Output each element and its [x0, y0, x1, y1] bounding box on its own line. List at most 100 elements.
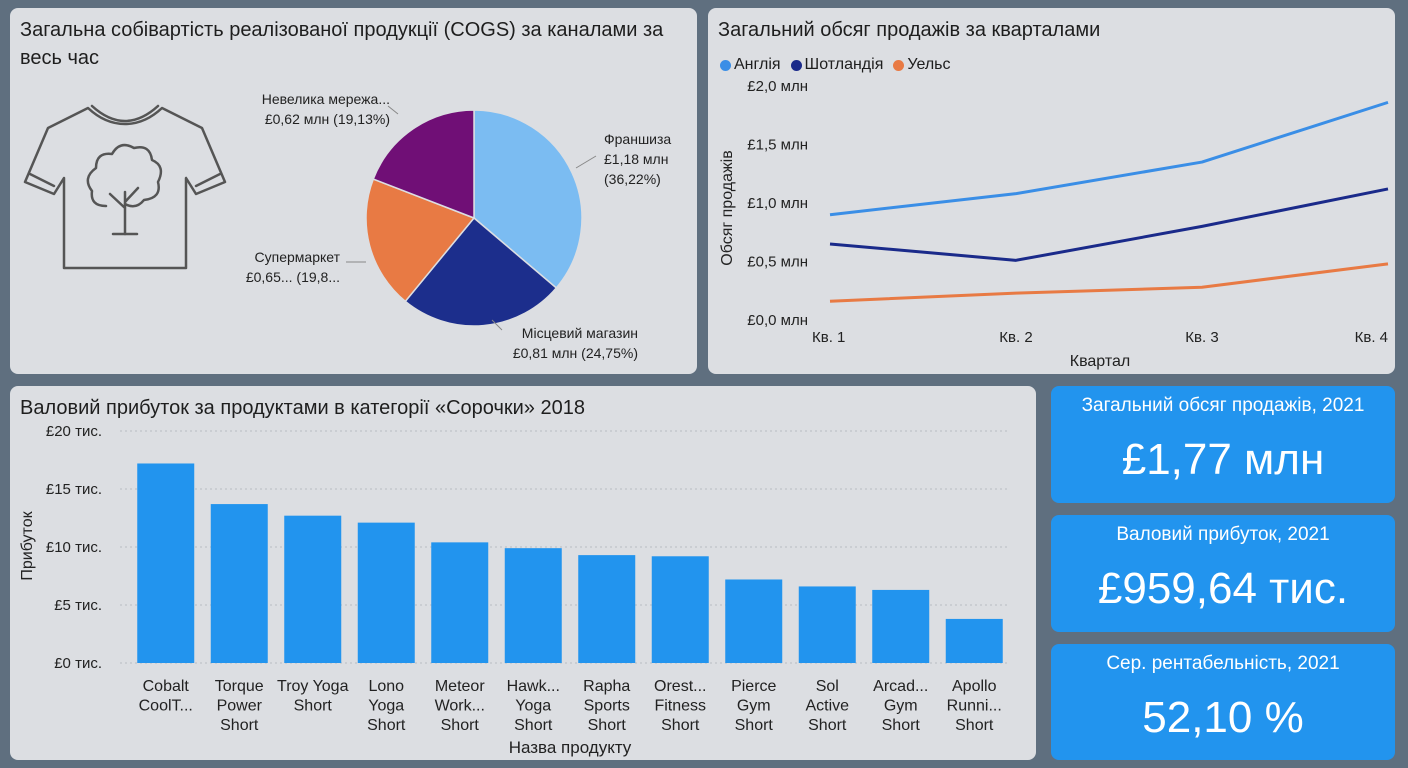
bar-x-label-6-line-0: Rapha [583, 678, 630, 695]
pie-label-2-line-0: Супермаркет [255, 249, 341, 265]
line-y-tick-3: £1,5 млн [747, 137, 808, 154]
bar-x-label-5-line-0: Hawk... [507, 678, 560, 695]
kpi-label: Сер. рентабельність, 2021 [1106, 653, 1340, 674]
legend-dot-scotland [790, 59, 802, 71]
pie-label-0-line-0: Франшиза [604, 131, 671, 147]
bar-x-label-7-line-2: Short [661, 717, 700, 734]
pie-leader-line-0 [575, 155, 597, 169]
pie-label-1-line-1: £0,81 млн (24,75%) [513, 345, 638, 361]
kpi-value: £1,77 млн [1121, 435, 1325, 484]
bar-y-axis-label: Прибуток [19, 510, 36, 580]
kpi-total-sales-2021: Загальний обсяг продажів, 2021 £1,77 млн [1051, 386, 1395, 503]
pie-label-3-line-1: £0,62 млн (19,13%) [265, 111, 390, 127]
bar-x-label-9-line-1: Active [805, 698, 849, 715]
pie-label-3-line-0: Невелика мережа... [262, 91, 390, 107]
line-y-tick-4: £2,0 млн [747, 78, 808, 95]
bar-3[interactable] [357, 522, 415, 663]
bar-x-label-9-line-2: Short [808, 717, 847, 734]
gross-profit-by-product-panel: Валовий прибуток за продуктами в категор… [10, 386, 1036, 760]
bar-x-label-3-line-1: Yoga [368, 698, 404, 715]
bar-x-label-3-line-0: Lono [368, 678, 404, 695]
legend-label-scotland: Шотландія [804, 56, 884, 73]
line-x-tick-2: Кв. 3 [1185, 329, 1218, 346]
line-panel-title: Загальний обсяг продажів за кварталами [718, 19, 1101, 41]
kpi-gross-profit-2021: Валовий прибуток, 2021 £959,64 тис. [1051, 515, 1395, 632]
kpi-label: Загальний обсяг продажів, 2021 [1081, 395, 1365, 416]
bar-11[interactable] [945, 618, 1003, 663]
bar-x-label-7-line-0: Orest... [654, 678, 706, 695]
pie-label-0-line-2: (36,22%) [604, 171, 661, 187]
pie-slice-3[interactable] [372, 109, 475, 220]
bar-x-label-5-line-2: Short [514, 717, 553, 734]
bar-0[interactable] [137, 463, 195, 663]
bar-x-label-8-line-1: Gym [737, 698, 771, 715]
legend-dot-england [720, 59, 731, 71]
bar-panel-title: Валовий прибуток за продуктами в категор… [20, 397, 585, 419]
bar-x-label-2-line-1: Short [294, 698, 333, 715]
bar-x-label-7-line-1: Fitness [654, 698, 706, 715]
bar-6[interactable] [578, 555, 636, 663]
bar-x-label-10-line-1: Gym [884, 698, 918, 715]
pie-leader-line-1 [491, 319, 503, 331]
bar-x-label-4-line-0: Meteor [435, 678, 485, 695]
cogs-by-channel-panel: Загальна собівартість реалізованої проду… [10, 8, 697, 374]
pie-slice-0[interactable] [473, 109, 583, 290]
bar-y-tick-2: £10 тис. [46, 539, 102, 556]
bar-5[interactable] [504, 548, 562, 663]
line-legend: Англія Шотландія Уельс [720, 56, 951, 74]
kpi-avg-margin-2021: Сер. рентабельність, 2021 52,10 % [1051, 644, 1395, 760]
profit-bar-chart: £0 тис. £5 тис. £10 тис. £15 тис. £20 тис. Co… [19, 423, 1010, 757]
legend-item-england[interactable]: Англія [720, 56, 781, 74]
line-y-axis-label: Обсяг продажів [719, 150, 736, 265]
line-x-axis-label: Квартал [1070, 353, 1130, 370]
bar-9[interactable] [798, 586, 856, 663]
bar-x-label-11-line-2: Short [955, 717, 994, 734]
line-series-1[interactable] [829, 187, 1389, 262]
bar-x-label-1-line-2: Short [220, 717, 259, 734]
bar-x-label-11-line-0: Apollo [952, 678, 997, 695]
pie-leader-line-3 [387, 105, 399, 115]
bar-x-label-10-line-0: Arcad... [873, 678, 928, 695]
bar-4[interactable] [431, 542, 489, 663]
bar-x-label-6-line-2: Short [588, 717, 627, 734]
bar-7[interactable] [651, 556, 709, 663]
legend-item-wales[interactable]: Уельс [893, 56, 951, 74]
bar-x-label-6-line-1: Sports [584, 698, 630, 715]
bar-x-label-8-line-0: Pierce [731, 678, 776, 695]
bar-x-label-1-line-0: Torque [215, 678, 264, 695]
bar-x-label-9-line-0: Sol [816, 678, 839, 695]
line-x-tick-0: Кв. 1 [812, 329, 845, 346]
legend-label-england: Англія [734, 56, 781, 73]
line-y-tick-2: £1,0 млн [747, 195, 808, 212]
line-x-tick-1: Кв. 2 [999, 329, 1032, 346]
bar-x-axis-label: Назва продукту [509, 738, 632, 757]
pie-slice-2[interactable] [365, 178, 476, 303]
bar-x-label-0-line-0: Cobalt [143, 678, 190, 695]
sales-line-chart: £0,0 млн £0,5 млн £1,0 млн £1,5 млн £2,0 млн… [719, 78, 1389, 370]
line-y-tick-0: £0,0 млн [747, 312, 808, 329]
kpi-label: Валовий прибуток, 2021 [1116, 524, 1330, 545]
bar-1[interactable] [210, 504, 268, 663]
bar-x-label-10-line-2: Short [882, 717, 921, 734]
bar-x-label-4-line-2: Short [441, 717, 480, 734]
line-y-tick-1: £0,5 млн [747, 254, 808, 271]
line-series-0[interactable] [829, 100, 1389, 217]
sales-by-quarter-panel: Загальний обсяг продажів за кварталами А… [708, 8, 1395, 374]
legend-label-wales: Уельс [907, 56, 951, 73]
bar-x-label-1-line-1: Power [217, 698, 263, 715]
bar-y-tick-0: £0 тис. [54, 655, 102, 672]
bar-x-label-5-line-1: Yoga [515, 698, 551, 715]
pie-panel-title: Загальна собівартість реалізованої проду… [20, 19, 664, 69]
bar-10[interactable] [872, 589, 930, 663]
cogs-pie-chart: Франшиза £1,18 млн (36,22%) Місцевий магази… [246, 91, 672, 361]
bar-x-label-2-line-0: Troy Yoga [277, 678, 349, 695]
bar-8[interactable] [725, 579, 783, 663]
legend-item-scotland[interactable]: Шотландія [790, 56, 884, 74]
bar-x-label-0-line-1: CoolT... [139, 698, 193, 715]
bar-y-tick-1: £5 тис. [54, 597, 102, 614]
bar-x-label-11-line-1: Runni... [947, 698, 1002, 715]
pie-slice-1[interactable] [404, 216, 558, 327]
line-series-2[interactable] [829, 262, 1389, 303]
bar-x-label-8-line-2: Short [735, 717, 774, 734]
bar-2[interactable] [284, 515, 342, 663]
